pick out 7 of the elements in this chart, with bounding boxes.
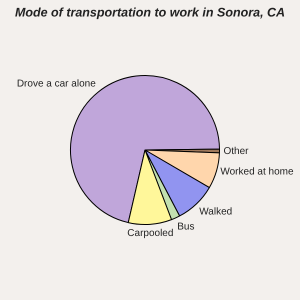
slice-label: Bus xyxy=(177,221,194,232)
slice-label: Drove a car alone xyxy=(16,78,96,90)
chart-title: Mode of transportation to work in Sonora, CA xyxy=(14,5,286,20)
slice-label: Worked at home xyxy=(220,166,294,178)
slice-label: Other xyxy=(223,146,250,157)
slice-label: Carpooled xyxy=(127,228,174,240)
slice-label: Walked xyxy=(199,206,232,218)
